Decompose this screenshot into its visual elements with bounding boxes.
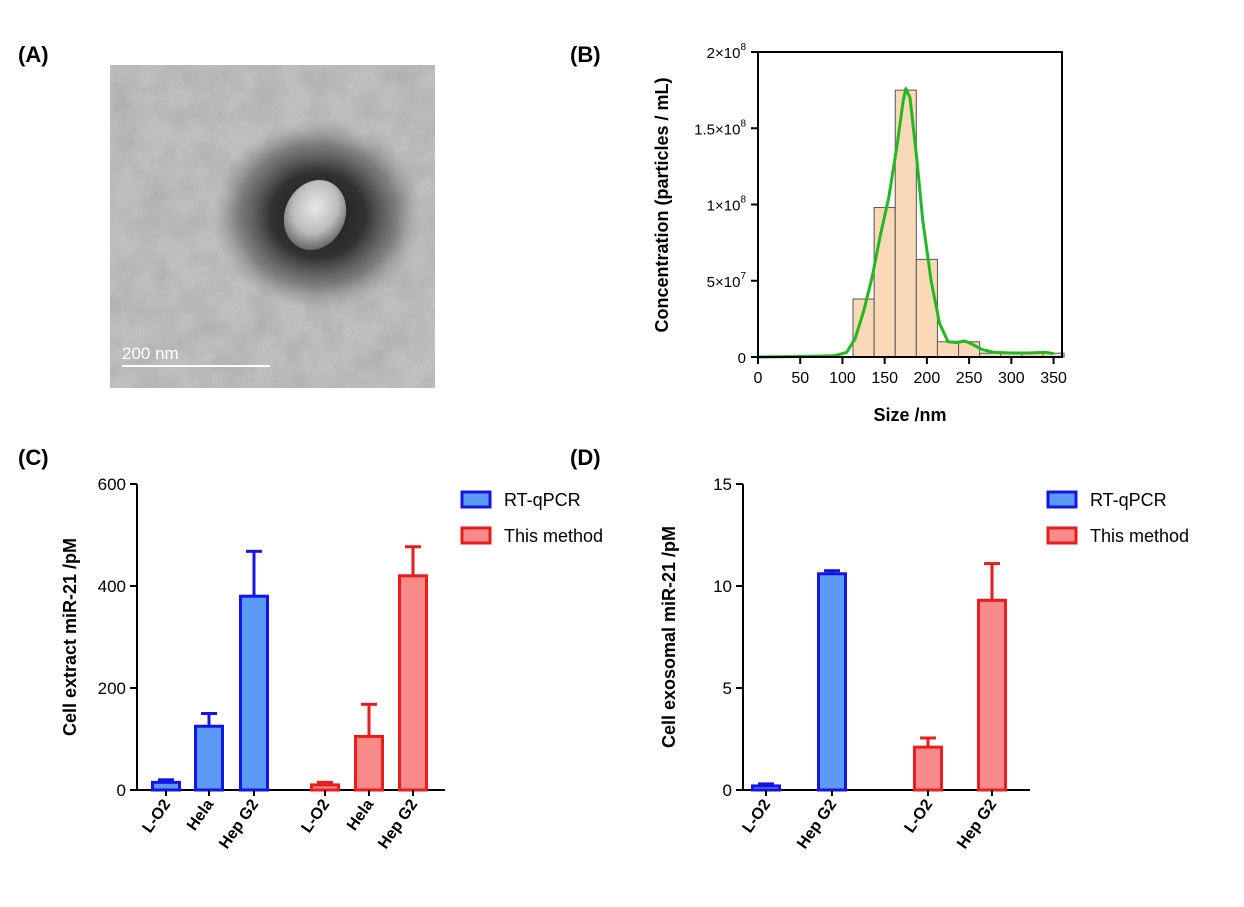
legend-label: RT-qPCR [1090, 490, 1167, 510]
y-tick-label: 5×107 [707, 271, 747, 291]
bar [354, 734, 384, 792]
histogram-bar [873, 207, 896, 358]
bar [194, 724, 224, 792]
y-axis-title: Concentration (particles / mL) [652, 77, 672, 332]
y-tick-label: 1.5×108 [694, 118, 746, 138]
bar [151, 780, 181, 792]
x-tick-label: L-O2 [739, 796, 774, 836]
x-tick-label: 350 [1040, 370, 1067, 387]
x-tick-label: L-O2 [139, 796, 174, 836]
y-tick-label: 10 [713, 577, 732, 596]
x-tick-label: 250 [956, 370, 983, 387]
y-tick-label: 0 [723, 781, 732, 800]
x-tick-label: L-O2 [298, 796, 333, 836]
y-tick-label: 0 [117, 781, 126, 800]
y-tick-label: 200 [98, 679, 126, 698]
histogram-bar [936, 341, 960, 358]
x-tick-label: 0 [754, 370, 763, 387]
y-axis-title: Cell exosomal miR-21 /pM [659, 526, 679, 748]
x-tick-label: Hela [184, 796, 217, 834]
bar [239, 594, 269, 792]
x-tick-label: Hep G2 [954, 796, 1000, 852]
legend-swatch [460, 526, 492, 545]
bar [817, 572, 847, 792]
histogram-bar [915, 258, 938, 358]
bar [751, 784, 781, 792]
y-tick-label: 600 [98, 475, 126, 494]
bar [913, 745, 943, 792]
y-tick-label: 15 [713, 475, 732, 494]
y-tick-label: 2×108 [707, 42, 747, 62]
x-tick-label: Hep G2 [216, 796, 262, 852]
legend-label: RT-qPCR [504, 490, 581, 510]
panel-label-d: (D) [570, 445, 601, 470]
x-tick-label: 100 [829, 370, 856, 387]
legend-swatch [1046, 526, 1078, 545]
y-tick-label: 1×108 [707, 195, 747, 215]
legend-label: This method [504, 526, 603, 546]
distribution-curve [757, 87, 1054, 359]
x-tick-label: 150 [871, 370, 898, 387]
x-axis-title: Size /nm [873, 405, 946, 425]
bar [977, 598, 1007, 792]
x-tick-label: 300 [998, 370, 1025, 387]
scale-bar-label: 200 nm [122, 344, 179, 363]
legend-swatch [1046, 490, 1078, 509]
y-tick-label: 5 [723, 679, 732, 698]
x-tick-label: L-O2 [901, 796, 936, 836]
bar [310, 783, 340, 792]
panel-label-c: (C) [18, 445, 49, 470]
y-axis-title: Cell extract miR-21 /pM [60, 538, 80, 736]
y-tick-label: 400 [98, 577, 126, 596]
legend-swatch [460, 490, 492, 509]
tem-micrograph: 200 nm [110, 65, 435, 388]
legend-label: This method [1090, 526, 1189, 546]
x-tick-label: Hela [344, 796, 377, 834]
panel-label-b: (B) [570, 42, 601, 67]
x-tick-label: 200 [914, 370, 941, 387]
x-tick-label: 50 [791, 370, 809, 387]
x-tick-label: Hep G2 [794, 796, 840, 852]
panel-label-a: (A) [18, 42, 49, 67]
x-tick-label: Hep G2 [375, 796, 421, 852]
bar [398, 574, 428, 792]
y-tick-label: 0 [738, 350, 746, 367]
